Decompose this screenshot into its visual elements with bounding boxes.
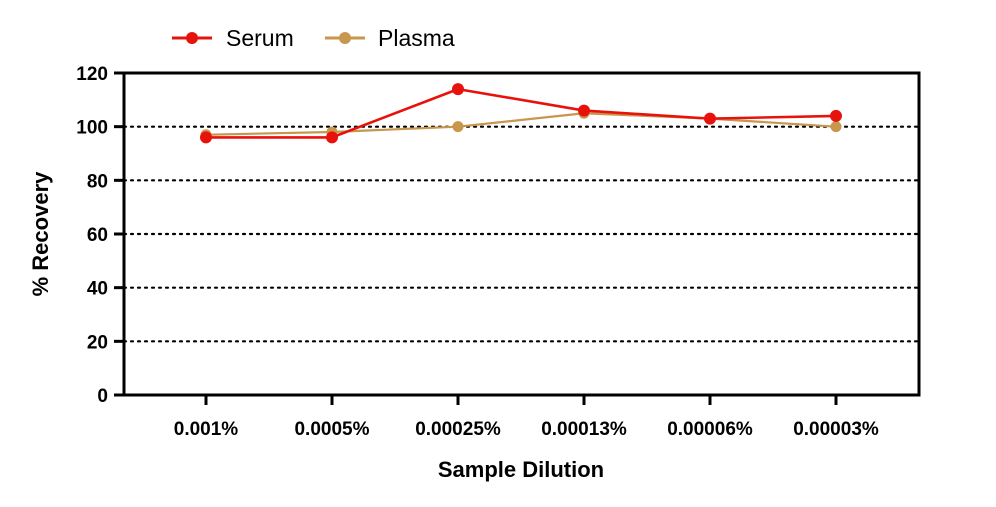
series-line-serum bbox=[206, 87, 837, 139]
y-tick-label: 120 bbox=[76, 64, 108, 85]
y-tick-label: 20 bbox=[87, 332, 108, 353]
x-tick-label: 0.0005% bbox=[294, 419, 369, 440]
x-tick-label: 0.00006% bbox=[667, 419, 753, 440]
legend-label-serum: Serum bbox=[226, 25, 294, 51]
data-point-serum bbox=[578, 104, 590, 117]
x-tick-label: 0.00003% bbox=[793, 419, 879, 440]
series-line-plasma bbox=[205, 112, 837, 136]
y-tick-label: 40 bbox=[87, 279, 108, 300]
y-tick-label: 0 bbox=[97, 386, 108, 407]
x-axis: 0.001% 0.0005% 0.00025% 0.00013% 0.00006% 0.0… bbox=[174, 395, 879, 440]
data-point-plasma bbox=[452, 121, 464, 133]
legend-swatch-serum-marker bbox=[186, 32, 198, 44]
legend-item-serum: Serum bbox=[172, 25, 294, 51]
data-point-serum bbox=[830, 109, 842, 122]
x-axis-title: Sample Dilution bbox=[438, 457, 604, 482]
legend-item-plasma: Plasma bbox=[325, 25, 455, 51]
legend-swatch-plasma-marker bbox=[339, 32, 351, 44]
x-tick-label: 0.001% bbox=[174, 419, 239, 440]
data-point-serum bbox=[326, 131, 338, 144]
data-point-serum bbox=[452, 83, 464, 96]
data-point-plasma bbox=[830, 121, 842, 133]
series-layer bbox=[200, 83, 842, 144]
y-axis: 0 20 40 60 80 100 120 bbox=[76, 64, 124, 407]
y-tick-label: 100 bbox=[76, 118, 108, 139]
gridlines bbox=[122, 125, 921, 343]
legend-label-plasma: Plasma bbox=[378, 25, 455, 51]
data-point-serum bbox=[200, 131, 212, 144]
y-axis-title: % Recovery bbox=[28, 171, 53, 297]
legend: Serum Plasma bbox=[172, 25, 455, 51]
x-tick-label: 0.00025% bbox=[415, 419, 501, 440]
data-point-serum bbox=[704, 112, 716, 125]
y-tick-label: 60 bbox=[87, 225, 108, 246]
y-tick-label: 80 bbox=[87, 171, 108, 192]
x-tick-label: 0.00013% bbox=[541, 419, 627, 440]
